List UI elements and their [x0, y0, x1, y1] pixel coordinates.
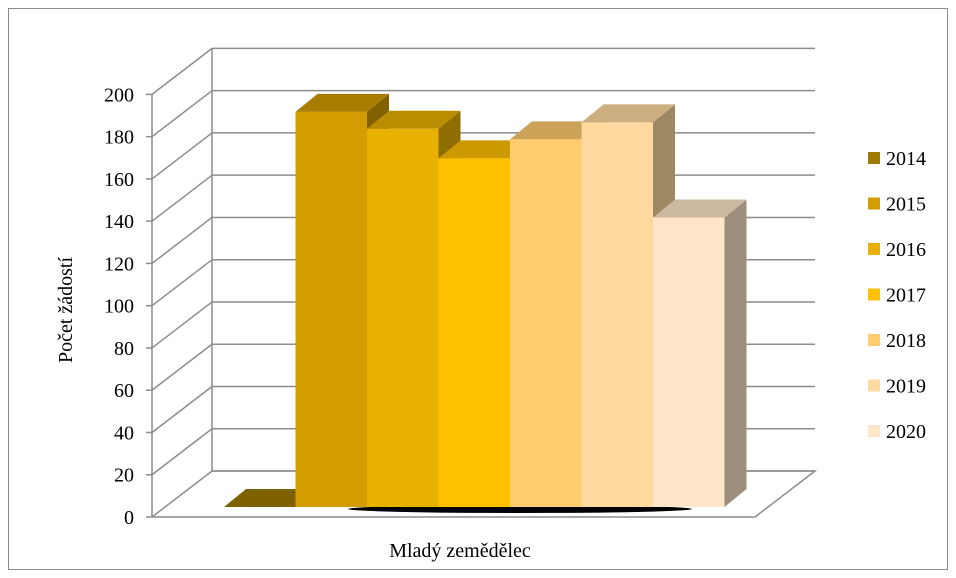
y-axis-ticks: 0 20 40 60 80 100 120 140 160 180 200 — [104, 84, 152, 529]
legend-item-2020: 2020 — [868, 421, 926, 443]
y-tick-label: 60 — [114, 380, 134, 402]
y-tick-label: 0 — [124, 507, 134, 529]
legend-item-2017: 2017 — [868, 285, 926, 307]
y-tick-label: 140 — [104, 211, 134, 233]
y-tick-label: 160 — [104, 169, 134, 191]
side-gridline — [151, 216, 213, 265]
legend-swatch — [868, 197, 880, 210]
legend-item-2018: 2018 — [868, 330, 926, 352]
bar-front — [367, 128, 439, 507]
x-axis-category-label: Mladý zemědělec — [389, 540, 531, 562]
side-gridline — [151, 428, 213, 476]
bar-top — [510, 121, 604, 140]
legend-swatch — [868, 334, 880, 346]
legend-swatch — [868, 243, 880, 255]
y-tick-label: 80 — [114, 338, 134, 360]
bar-top — [653, 199, 747, 218]
y-tick-label: 20 — [114, 465, 134, 487]
y-tick-label: 40 — [114, 422, 134, 444]
side-gridline — [151, 343, 213, 391]
y-tick-label: 100 — [104, 296, 134, 318]
legend-item-2015: 2015 — [868, 194, 926, 216]
legend-label: 2018 — [886, 330, 926, 352]
bar-front — [581, 122, 653, 508]
bar-side — [724, 199, 747, 508]
bar-top — [224, 489, 318, 507]
legend-swatch — [868, 425, 880, 437]
bar-2020 — [653, 199, 747, 508]
bar-front — [653, 217, 725, 508]
legend-label: 2017 — [886, 285, 926, 307]
legend-item-2016: 2016 — [868, 239, 926, 261]
legend-label: 2019 — [886, 376, 926, 398]
legend-swatch — [868, 288, 880, 301]
bar-top — [367, 110, 461, 129]
bar-front — [438, 158, 510, 508]
legend-label: 2016 — [886, 239, 926, 261]
side-gridline — [151, 90, 213, 138]
bar-top — [581, 104, 675, 123]
side-gridline — [151, 47, 213, 95]
side-gridline — [151, 174, 213, 222]
legend-swatch — [868, 379, 880, 392]
legend-item-2019: 2019 — [868, 376, 926, 398]
bar-front — [295, 111, 367, 507]
bar-2014 — [224, 489, 318, 507]
side-gridline — [151, 301, 213, 349]
y-tick-label: 120 — [104, 253, 134, 275]
legend-label: 2020 — [886, 421, 926, 443]
legend-item-2014: 2014 — [868, 148, 926, 170]
bars — [224, 93, 747, 513]
legend: 2014 2015 2016 2017 2018 2019 2020 — [868, 148, 926, 443]
legend-label: 2015 — [886, 194, 926, 216]
legend-label: 2014 — [886, 148, 926, 170]
y-tick-label: 200 — [104, 84, 134, 106]
y-axis-title: Počet žádostí — [55, 257, 77, 364]
side-gridline — [151, 259, 213, 307]
bar-front — [510, 139, 582, 507]
bar-top — [438, 140, 532, 159]
legend-swatch — [868, 152, 880, 164]
side-gridline — [151, 132, 213, 180]
side-gridline — [151, 385, 213, 434]
y-tick-label: 180 — [104, 127, 134, 149]
bar-top — [295, 93, 389, 112]
